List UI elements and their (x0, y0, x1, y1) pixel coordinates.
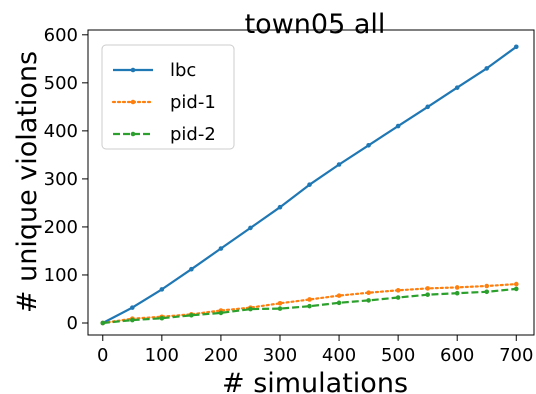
data-point-pid-2 (307, 303, 312, 309)
data-point-pid-1 (395, 288, 401, 293)
x-tick-label: 100 (145, 345, 179, 366)
data-point-pid-2 (277, 306, 283, 311)
data-point-pid-2 (454, 290, 460, 296)
data-point-pid-1 (307, 297, 312, 302)
data-point-pid-1 (513, 281, 519, 287)
data-point-lbc (277, 204, 283, 210)
y-axis-label: # unique violations (12, 51, 43, 313)
series-line-pid-2 (102, 287, 517, 325)
data-point-pid-2 (100, 320, 106, 326)
y-tick-label: 600 (44, 25, 78, 46)
y-tick-label: 200 (44, 217, 78, 238)
data-point-pid-2 (130, 317, 135, 323)
legend-marker-lbc (130, 67, 136, 73)
data-point-pid-1 (454, 285, 460, 290)
y-axis-ticks: 0 100 200 300 400 500 600 (44, 25, 88, 334)
x-tick-label: 500 (381, 345, 415, 366)
legend-marker-pid-1 (130, 99, 136, 105)
data-point-pid-2 (336, 300, 342, 306)
x-tick-label: 400 (322, 345, 356, 366)
plot-area (100, 44, 519, 326)
y-tick-label: 300 (44, 169, 78, 190)
legend-marker-pid-2 (130, 131, 136, 137)
data-point-lbc (454, 85, 460, 90)
legend-label-pid-1: pid-1 (170, 92, 216, 113)
data-point-lbc (189, 266, 194, 272)
x-tick-label: 300 (263, 345, 297, 366)
series-line-pid-1 (101, 283, 518, 325)
data-point-pid-1 (336, 293, 342, 298)
data-point-pid-1 (277, 300, 283, 306)
data-point-lbc (484, 66, 490, 71)
data-point-lbc (425, 104, 430, 110)
x-tick-label: 700 (499, 345, 533, 366)
legend-label-pid-2: pid-2 (170, 124, 216, 145)
data-point-pid-2 (484, 289, 490, 295)
data-point-lbc (395, 123, 401, 129)
data-point-lbc (248, 225, 253, 231)
y-tick-label: 0 (67, 313, 78, 334)
data-point-pid-2 (189, 313, 194, 318)
x-tick-label: 200 (204, 345, 238, 366)
data-point-pid-1 (425, 286, 430, 291)
data-point-pid-2 (159, 315, 165, 321)
data-point-lbc (307, 182, 312, 187)
data-point-pid-2 (425, 292, 430, 297)
y-tick-label: 400 (44, 121, 78, 142)
legend-label-lbc: lbc (170, 60, 196, 81)
plot-frame (87, 29, 535, 336)
data-point-pid-1 (484, 283, 490, 289)
x-axis-label: # simulations (222, 368, 408, 394)
data-point-lbc (218, 246, 224, 251)
data-point-lbc (513, 44, 519, 50)
legend: lbc pid-1 pid-2 (101, 44, 235, 150)
data-point-lbc (130, 305, 135, 310)
data-point-pid-2 (366, 298, 371, 303)
data-point-lbc (336, 162, 342, 167)
x-tick-label: 0 (97, 345, 108, 366)
chart-title: town05 all (245, 9, 386, 40)
data-point-lbc (159, 287, 165, 292)
x-axis-ticks: 0 100 200 300 400 500 600 700 (97, 335, 533, 366)
x-tick-label: 600 (440, 345, 474, 366)
data-point-pid-2 (218, 310, 224, 316)
y-tick-label: 500 (44, 73, 78, 94)
y-tick-label: 100 (44, 265, 78, 286)
data-point-lbc (366, 142, 371, 148)
data-point-pid-2 (513, 286, 519, 292)
data-point-pid-2 (395, 295, 401, 300)
data-point-pid-1 (366, 290, 371, 296)
data-point-pid-2 (248, 306, 253, 312)
